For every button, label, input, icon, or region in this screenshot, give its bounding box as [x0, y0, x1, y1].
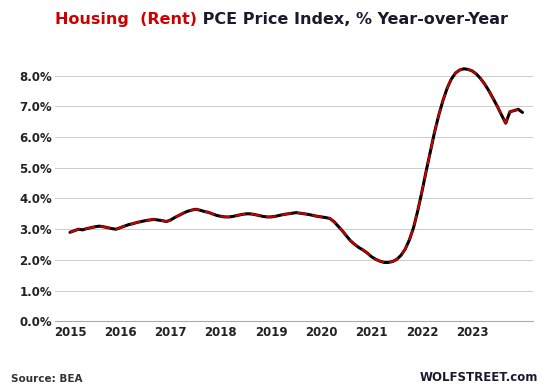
Text: WOLFSTREET.com: WOLFSTREET.com: [419, 371, 538, 384]
Text: PCE Price Index, % Year-over-Year: PCE Price Index, % Year-over-Year: [197, 12, 508, 27]
Text: Housing  (Rent): Housing (Rent): [55, 12, 197, 27]
Text: Source: BEA: Source: BEA: [11, 374, 82, 384]
